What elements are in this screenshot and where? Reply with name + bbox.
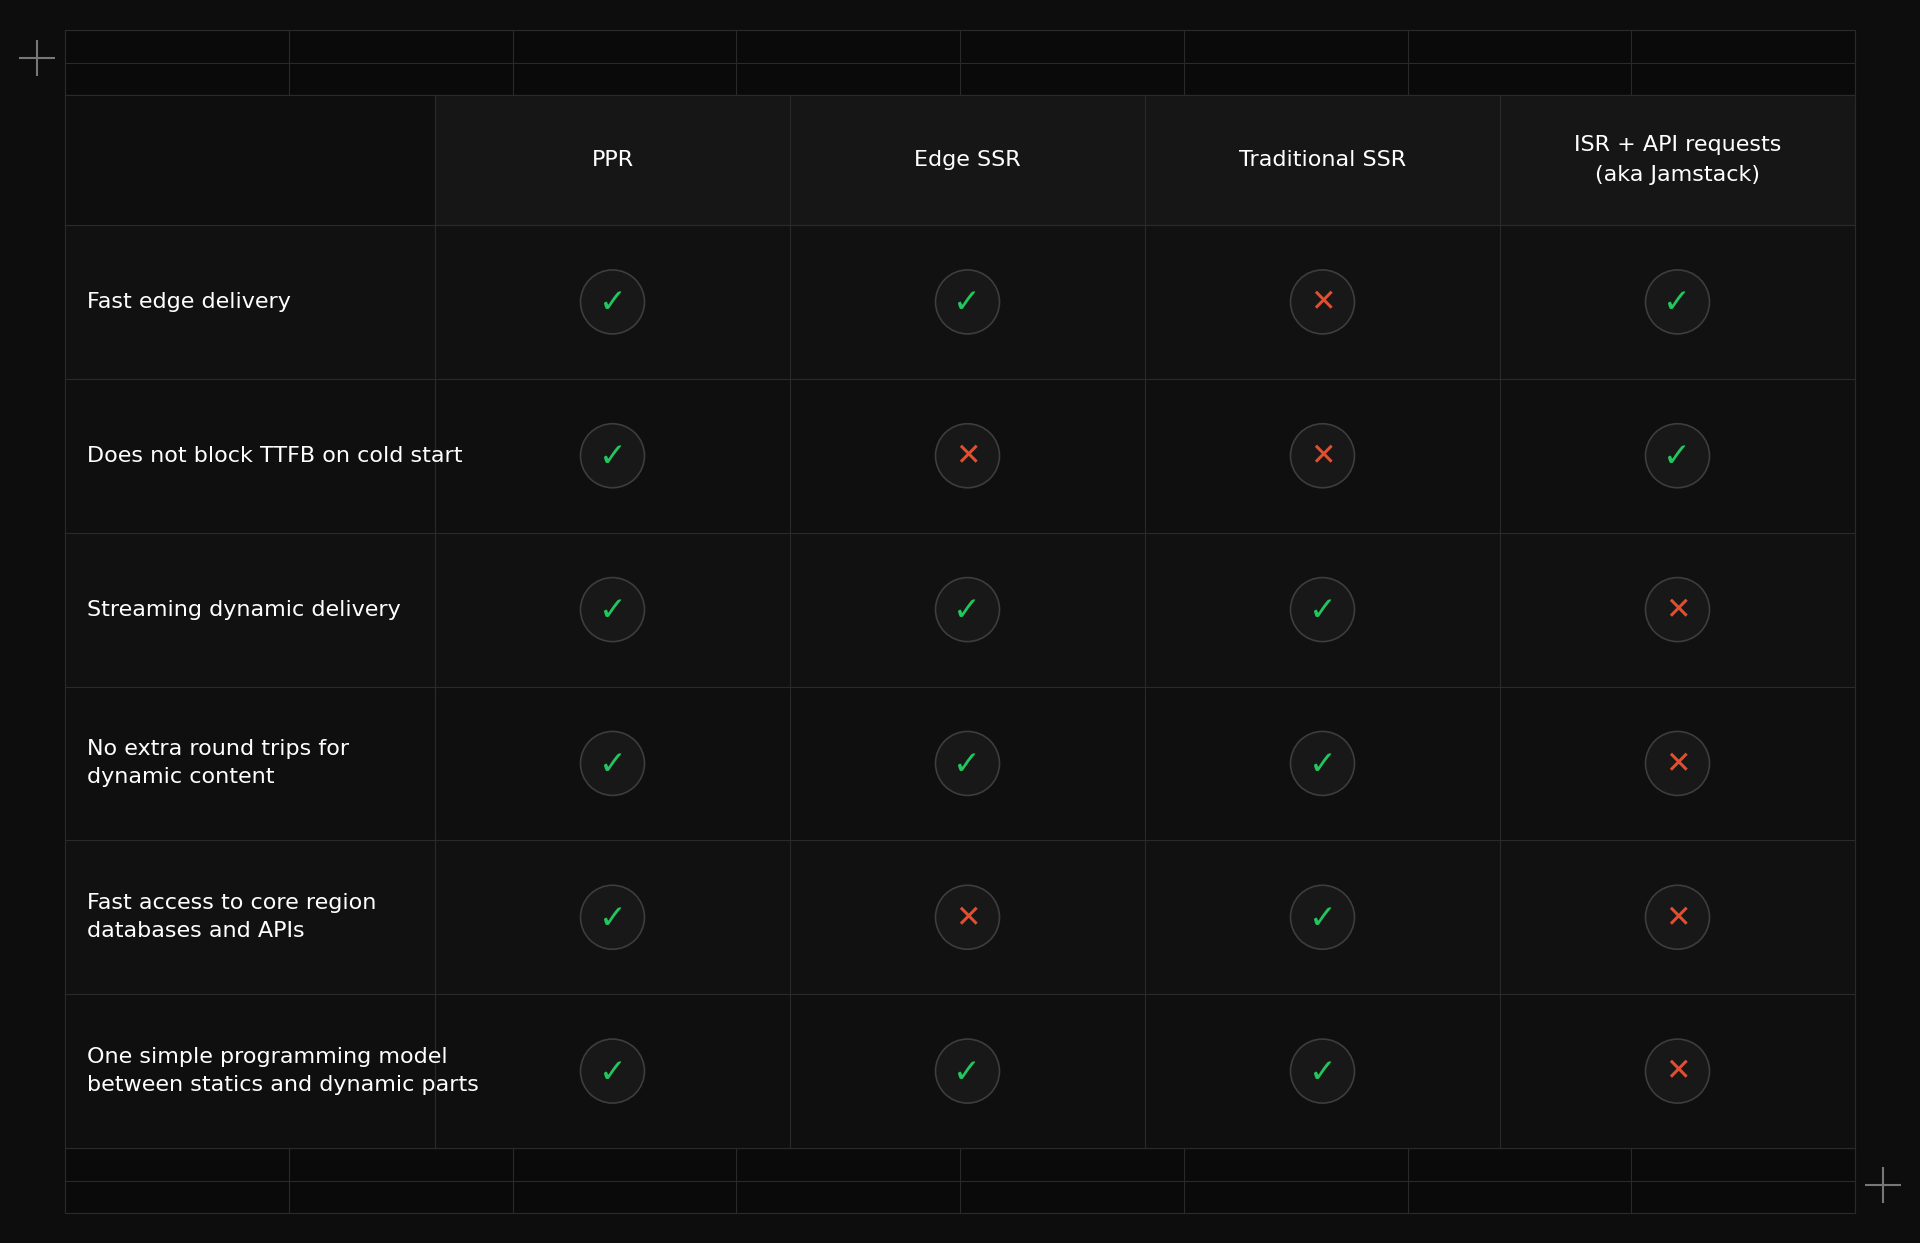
Ellipse shape <box>935 270 1000 334</box>
Ellipse shape <box>1290 270 1354 334</box>
Text: PPR: PPR <box>591 150 634 170</box>
Text: Fast access to core region
databases and APIs: Fast access to core region databases and… <box>86 894 376 941</box>
Text: ✓: ✓ <box>599 1055 626 1089</box>
Ellipse shape <box>1645 731 1709 796</box>
Text: Streaming dynamic delivery: Streaming dynamic delivery <box>86 599 401 619</box>
Text: ✕: ✕ <box>1665 1058 1690 1086</box>
FancyBboxPatch shape <box>65 1149 1855 1213</box>
Ellipse shape <box>580 424 645 487</box>
FancyBboxPatch shape <box>65 379 1855 533</box>
Ellipse shape <box>1290 424 1354 487</box>
Ellipse shape <box>935 424 1000 487</box>
FancyBboxPatch shape <box>65 994 1855 1149</box>
Ellipse shape <box>935 885 1000 950</box>
Ellipse shape <box>1290 885 1354 950</box>
Ellipse shape <box>1290 731 1354 796</box>
Text: Edge SSR: Edge SSR <box>914 150 1021 170</box>
Text: ✓: ✓ <box>954 1055 981 1089</box>
Text: ✓: ✓ <box>1309 1055 1336 1089</box>
FancyBboxPatch shape <box>436 94 1855 225</box>
Text: ✓: ✓ <box>1663 440 1692 474</box>
Text: ✕: ✕ <box>954 443 981 471</box>
Text: ✓: ✓ <box>599 286 626 319</box>
Text: ✕: ✕ <box>1665 904 1690 932</box>
Text: Traditional SSR: Traditional SSR <box>1238 150 1405 170</box>
Text: ✓: ✓ <box>954 594 981 626</box>
Text: ✕: ✕ <box>1309 443 1334 471</box>
Text: ✓: ✓ <box>599 901 626 935</box>
FancyBboxPatch shape <box>65 225 1855 379</box>
Ellipse shape <box>580 1039 645 1103</box>
Ellipse shape <box>935 578 1000 641</box>
Ellipse shape <box>1645 1039 1709 1103</box>
Ellipse shape <box>935 1039 1000 1103</box>
FancyBboxPatch shape <box>65 94 1855 1149</box>
Ellipse shape <box>1290 1039 1354 1103</box>
Ellipse shape <box>935 731 1000 796</box>
Text: ✓: ✓ <box>599 748 626 781</box>
FancyBboxPatch shape <box>65 30 1855 94</box>
Ellipse shape <box>1645 578 1709 641</box>
Text: ✓: ✓ <box>599 594 626 626</box>
Text: One simple programming model
between statics and dynamic parts: One simple programming model between sta… <box>86 1047 478 1095</box>
Text: ✕: ✕ <box>1665 597 1690 625</box>
Text: ✕: ✕ <box>1665 750 1690 779</box>
Ellipse shape <box>1290 578 1354 641</box>
Text: ✓: ✓ <box>1309 594 1336 626</box>
Text: Does not block TTFB on cold start: Does not block TTFB on cold start <box>86 446 463 466</box>
Text: Fast edge delivery: Fast edge delivery <box>86 292 290 312</box>
Ellipse shape <box>1645 270 1709 334</box>
Ellipse shape <box>1645 424 1709 487</box>
FancyBboxPatch shape <box>65 840 1855 994</box>
FancyBboxPatch shape <box>65 533 1855 686</box>
Text: ✓: ✓ <box>954 286 981 319</box>
Text: ✓: ✓ <box>954 748 981 781</box>
Text: ✓: ✓ <box>1663 286 1692 319</box>
Text: No extra round trips for
dynamic content: No extra round trips for dynamic content <box>86 740 349 787</box>
Text: ✓: ✓ <box>1309 748 1336 781</box>
Ellipse shape <box>580 578 645 641</box>
Text: ✓: ✓ <box>599 440 626 474</box>
FancyBboxPatch shape <box>65 94 436 225</box>
Ellipse shape <box>1645 885 1709 950</box>
Text: ✕: ✕ <box>954 904 981 932</box>
FancyBboxPatch shape <box>65 686 1855 840</box>
Text: ✕: ✕ <box>1309 288 1334 317</box>
Text: ✓: ✓ <box>1309 901 1336 935</box>
Text: ISR + API requests
(aka Jamstack): ISR + API requests (aka Jamstack) <box>1574 135 1782 185</box>
Ellipse shape <box>580 885 645 950</box>
Ellipse shape <box>580 731 645 796</box>
Ellipse shape <box>580 270 645 334</box>
